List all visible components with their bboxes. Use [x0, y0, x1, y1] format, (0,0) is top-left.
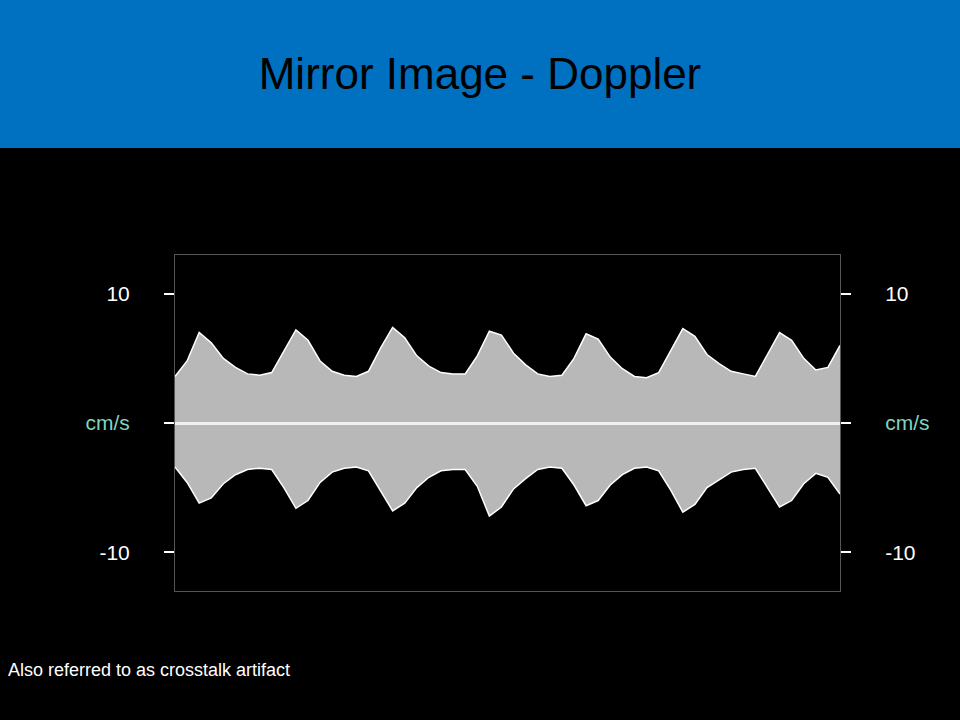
svg-text:-10: -10 [99, 541, 129, 564]
svg-text:10: 10 [885, 282, 908, 305]
svg-text:cm/s: cm/s [85, 411, 129, 434]
html-text:Also referred to as crosstalk: Also referred to as crosstalk artifact [8, 660, 291, 680]
svg-text:10: 10 [106, 282, 129, 305]
svg-text:-10: -10 [885, 541, 915, 564]
html-text:Mirror Image - Doppler: Mirror Image - Doppler [258, 49, 702, 98]
svg-text:cm/s: cm/s [885, 411, 929, 434]
